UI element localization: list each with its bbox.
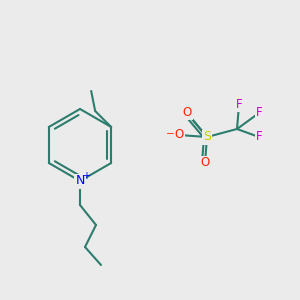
Text: O: O [182,106,192,119]
Text: F: F [256,130,262,143]
Text: S: S [203,130,211,143]
Text: O: O [174,128,184,142]
Text: O: O [200,157,210,169]
Text: +: + [82,171,90,181]
Text: −: − [166,129,174,139]
Text: N: N [75,175,85,188]
Text: F: F [256,106,262,119]
Text: F: F [236,98,242,112]
